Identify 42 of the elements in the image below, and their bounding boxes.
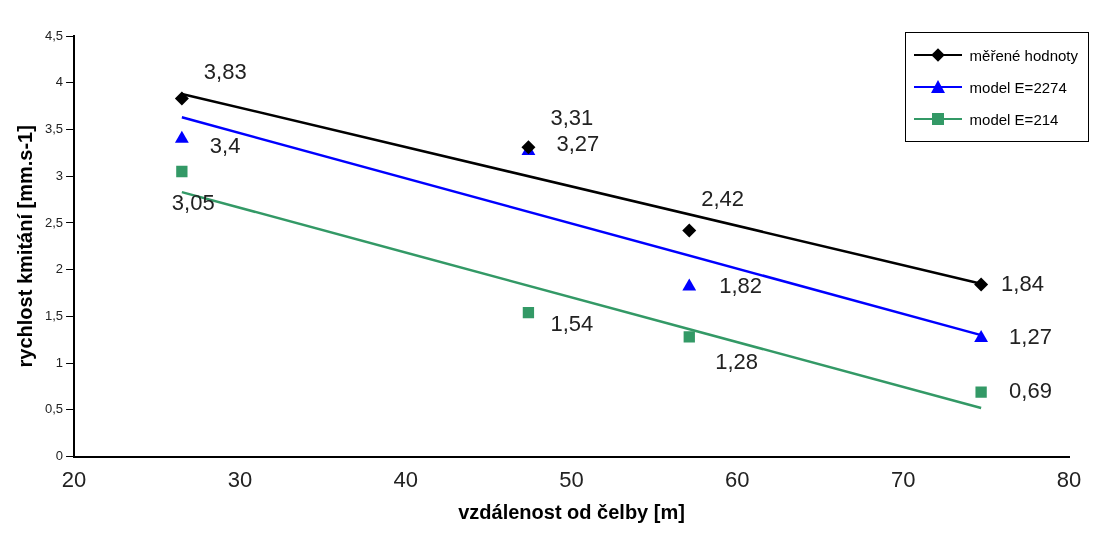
data-label: 3,05 [171, 189, 215, 215]
legend-label: model E=214 [969, 110, 1059, 128]
y-axis-title: rychlost kmitání [mm.s-1] [13, 125, 36, 368]
y-tick-label: 3 [55, 167, 64, 183]
point [176, 165, 188, 178]
y-tick-label: 1 [55, 354, 64, 370]
y-tick-label: 2 [55, 261, 64, 277]
point [682, 278, 697, 291]
data-label: 3,27 [556, 131, 600, 157]
data-label: 1,84 [1001, 270, 1044, 296]
data-label: 2,42 [701, 186, 745, 212]
x-tick-label: 20 [61, 466, 87, 492]
point [174, 91, 189, 106]
point [683, 331, 695, 343]
data-label: 1,82 [719, 272, 763, 298]
data-label: 3,31 [550, 105, 594, 131]
x-tick-label: 60 [725, 466, 750, 492]
y-tick-label: 1,5 [44, 307, 64, 323]
x-tick-label: 70 [890, 466, 916, 492]
legend-label: model E=2274 [969, 78, 1067, 96]
data-label: 1,54 [550, 310, 594, 336]
y-tick-label: 0,5 [44, 401, 64, 417]
y-tick-label: 0 [55, 448, 64, 464]
x-tick-label: 40 [393, 466, 418, 492]
legend-label: měřené hodnoty [969, 46, 1078, 64]
data-label: 3,83 [203, 58, 247, 84]
point [522, 307, 535, 319]
x-tick-label: 30 [227, 466, 253, 492]
data-label: 3,4 [209, 132, 241, 158]
y-tick-label: 2,5 [44, 214, 64, 230]
point [682, 223, 697, 238]
y-tick-label: 4,5 [44, 27, 64, 43]
x-axis-title: vzdálenost od čelby [m] [458, 500, 685, 523]
data-label: 1,28 [715, 349, 759, 375]
x-tick-label: 50 [559, 466, 584, 492]
data-label: 1,27 [1009, 323, 1052, 349]
y-tick-label: 3,5 [44, 121, 64, 137]
point [975, 386, 987, 398]
data-label: 0,69 [1009, 378, 1052, 404]
x-tick-label: 80 [1056, 466, 1082, 492]
point [974, 277, 989, 292]
y-tick-label: 4 [55, 74, 64, 90]
